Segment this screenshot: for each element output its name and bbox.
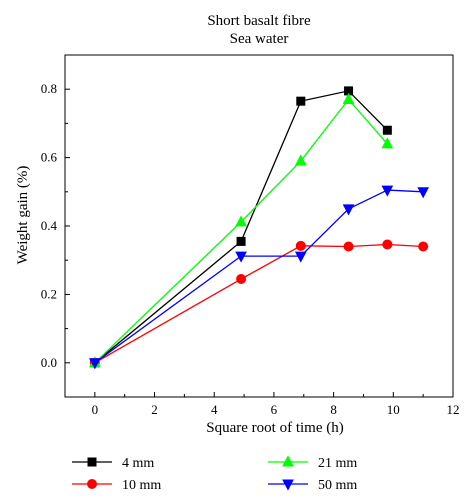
data-point bbox=[236, 274, 247, 285]
y-axis-title: Weight gain (%) bbox=[15, 166, 31, 265]
data-point bbox=[296, 96, 306, 106]
series-10mm bbox=[89, 239, 429, 368]
series-layer bbox=[89, 86, 429, 370]
data-point bbox=[381, 185, 394, 197]
chart-title: Short basalt fibre bbox=[207, 13, 311, 29]
legend-label: 21 mm bbox=[318, 456, 357, 471]
legend-item: 10 mm bbox=[72, 478, 161, 493]
series-line bbox=[94, 243, 424, 364]
legend-item: 4 mm bbox=[72, 456, 154, 471]
x-tick-label: 8 bbox=[330, 402, 337, 417]
plot-border bbox=[64, 54, 454, 398]
y-tick-label: 0.0 bbox=[41, 355, 57, 370]
data-point bbox=[381, 137, 394, 149]
data-point bbox=[89, 358, 101, 370]
legend-item: 50 mm bbox=[268, 478, 357, 493]
x-tick-label: 0 bbox=[92, 402, 99, 417]
legend: 4 mm 10 mm 21 mm 50 mm bbox=[72, 455, 357, 493]
plot-frame bbox=[64, 54, 454, 398]
data-point bbox=[235, 251, 247, 263]
legend-label: 10 mm bbox=[122, 478, 161, 493]
x-tick-label: 10 bbox=[387, 402, 400, 417]
legend-marker bbox=[282, 479, 294, 491]
legend-marker bbox=[282, 455, 294, 467]
legend-label: 4 mm bbox=[122, 456, 154, 471]
legend-item: 21 mm bbox=[268, 455, 357, 471]
series-50mm bbox=[89, 185, 429, 370]
x-tick-label: 2 bbox=[151, 402, 158, 417]
x-axis-title: Square root of time (h) bbox=[206, 420, 343, 436]
y-tick-label: 0.4 bbox=[41, 218, 58, 233]
data-point bbox=[235, 215, 247, 227]
data-point bbox=[418, 241, 429, 252]
data-point bbox=[343, 241, 354, 252]
data-point bbox=[342, 204, 355, 216]
data-point bbox=[295, 240, 306, 251]
series-21mm bbox=[89, 92, 394, 368]
data-point bbox=[382, 239, 393, 250]
data-point bbox=[342, 92, 355, 104]
data-point bbox=[236, 236, 246, 246]
series-4mm bbox=[90, 86, 392, 368]
x-tick-label: 12 bbox=[447, 402, 460, 417]
data-point bbox=[382, 125, 392, 135]
axis-ticks: 0 2 4 6 8 10 12 0.0 0.2 0.4 0.6 0.8 bbox=[41, 54, 460, 417]
data-point bbox=[294, 251, 307, 263]
y-tick-label: 0.2 bbox=[41, 286, 57, 301]
series-line bbox=[94, 90, 388, 364]
x-tick-label: 4 bbox=[211, 402, 218, 417]
data-point bbox=[417, 187, 429, 199]
data-point bbox=[294, 154, 307, 166]
series-line bbox=[94, 98, 388, 364]
x-tick-label: 6 bbox=[271, 402, 278, 417]
y-tick-label: 0.6 bbox=[41, 150, 58, 165]
legend-marker bbox=[87, 457, 97, 467]
chart-subtitle: Sea water bbox=[230, 31, 289, 47]
y-tick-label: 0.8 bbox=[41, 81, 57, 96]
legend-marker bbox=[87, 479, 97, 489]
legend-label: 50 mm bbox=[318, 478, 357, 493]
series-line bbox=[94, 189, 424, 364]
